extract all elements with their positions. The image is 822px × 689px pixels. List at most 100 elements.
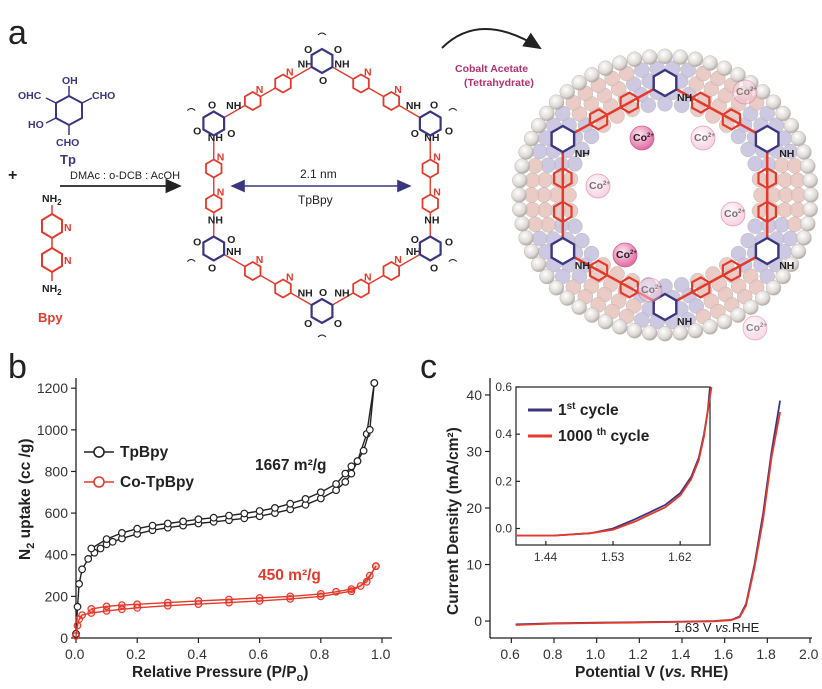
pore-wall-atom xyxy=(548,280,565,296)
y-tick-label: 10 xyxy=(466,557,482,573)
isotherm-point-tpbpy xyxy=(301,495,310,503)
isotherm-point-tpbpy xyxy=(286,499,295,508)
pore-wall-atom xyxy=(626,51,643,68)
legend-marker-tpbpy xyxy=(93,446,105,458)
pyridine-n-label: N xyxy=(433,152,441,164)
pore-bipyridine-ring xyxy=(552,166,573,190)
y-tick-label: 600 xyxy=(45,505,69,521)
carbonyl-o-label: O xyxy=(445,237,453,249)
pore-wall-atom xyxy=(657,48,673,65)
amine-nh-label: NH xyxy=(334,59,349,71)
pore-wall-atom xyxy=(657,325,673,342)
bpy-ring-top xyxy=(41,212,63,240)
extension-bond xyxy=(317,334,327,338)
cobalt-ion xyxy=(742,315,768,341)
bpy-n-2: N xyxy=(64,255,72,267)
pore-wall-atom xyxy=(548,94,565,110)
pore-wall-atom xyxy=(747,218,763,234)
pore-wall-atom xyxy=(687,322,704,339)
amine-nh-label: NH xyxy=(298,287,313,299)
pyridine-n-label: N xyxy=(364,67,372,79)
x-tick-label: 1.8 xyxy=(756,646,776,662)
pore-bipyridine-ring xyxy=(619,91,640,114)
pore-wall-atom xyxy=(518,144,534,160)
triformyl-node xyxy=(310,297,334,325)
extension-bond xyxy=(317,32,327,36)
pore-wall-atom xyxy=(641,49,658,65)
triformyl-node xyxy=(418,235,442,262)
panel-c-label: c xyxy=(420,348,437,386)
isotherm-point-co-tpbpy xyxy=(87,605,96,613)
inset-ticks: 1.44 1.53 1.62 0.0 0.2 0.4 0.6 xyxy=(495,380,692,564)
carbonyl-o-label: O xyxy=(193,237,201,249)
carbonyl-o-label: O xyxy=(430,262,438,274)
pore-wall-atom xyxy=(743,299,759,315)
onset-annotation: 1.63 V vs.RHE xyxy=(674,620,760,635)
y-tick-label: 1200 xyxy=(37,380,68,396)
y-tick-label: 200 xyxy=(45,588,69,604)
isotherm-point-tpbpy xyxy=(370,379,379,387)
isotherm-line-tpbpy-desorption xyxy=(90,382,375,550)
pyridine-n-label: N xyxy=(256,254,264,266)
isotherm-point-tpbpy xyxy=(78,565,86,574)
isotherm-point-co-tpbpy xyxy=(332,587,341,596)
pore-wall-atom xyxy=(790,243,807,260)
pore-node xyxy=(754,124,780,154)
pore-wall-atom xyxy=(796,144,812,160)
pore-nh-label: NH xyxy=(677,316,692,328)
pore-wall-atom xyxy=(765,280,782,296)
amine-nh-label: NH xyxy=(424,214,439,226)
isotherm-xlabel: Relative Pressure (P/Po) xyxy=(132,664,308,684)
carbonyl-o-label: O xyxy=(304,44,312,56)
pore-nh-label: NH xyxy=(779,148,794,160)
carbonyl-o-label: O xyxy=(445,125,453,137)
isotherm-series xyxy=(72,379,380,640)
pore-wall-atom xyxy=(640,97,657,113)
pore-bipyridine-ring xyxy=(721,108,742,131)
pore-wall-atom xyxy=(539,105,555,122)
amine-nh-label: NH xyxy=(406,246,421,258)
pore-bipyridine-ring xyxy=(552,200,573,224)
y-tick-label: 0 xyxy=(474,613,482,629)
pore-wall-atom xyxy=(567,218,583,234)
bpy-ring-bottom xyxy=(41,246,63,274)
pore-nh-label: NH xyxy=(575,260,590,272)
pyridine-n-label: N xyxy=(433,187,441,199)
cobalt-ion xyxy=(585,173,611,199)
bipyridine-ring xyxy=(352,73,370,94)
pore-wall-atom xyxy=(559,84,576,100)
isotherm-ylabel: N2 uptake (cc /g) xyxy=(17,438,37,560)
cobalt-ion xyxy=(629,125,655,151)
isotherm-ticks: 0.0 0.2 0.4 0.6 0.8 1.0 0 200 400 600 800 1000 1200 xyxy=(37,380,391,662)
framework-name: TpBpy xyxy=(298,193,333,207)
inset-y-tick-label: 0.0 xyxy=(495,521,512,535)
x-tick-label: 0.0 xyxy=(65,646,85,662)
y-tick-label: 800 xyxy=(45,463,69,479)
isotherm-point-tpbpy xyxy=(194,515,203,524)
pore-wall-atom xyxy=(673,97,690,113)
tp-ho: HO xyxy=(28,119,44,131)
pore-wall-atom xyxy=(571,75,587,91)
bpy-n-1: N xyxy=(64,222,72,234)
extension-bond xyxy=(448,259,458,262)
reagent-line-2: (Tetrahydrate) xyxy=(464,77,534,89)
isotherm-point-tpbpy xyxy=(332,480,341,488)
pore-wall-atom xyxy=(597,313,614,330)
pore-wall-atom xyxy=(800,158,816,174)
pore-node xyxy=(754,236,780,266)
pore-wall-atom xyxy=(540,157,556,173)
x-tick-label: 0.6 xyxy=(500,646,520,662)
tp-monomer: OH OHC CHO HO CHO Tp xyxy=(18,75,115,167)
pore-wall-atom xyxy=(802,172,818,189)
x-tick-label: 1.6 xyxy=(714,646,734,662)
isotherm-point-tpbpy xyxy=(365,425,374,434)
bpy-monomer: NH2 N N NH2 Bpy xyxy=(38,193,72,325)
carbonyl-o-label: O xyxy=(193,125,201,137)
amine-nh-label: NH xyxy=(334,287,349,299)
bipyridine-ring xyxy=(352,278,370,299)
pore-bipyridine-ring xyxy=(757,166,778,190)
pore-wall-atom xyxy=(523,130,540,147)
pore-bipyridine-ring xyxy=(690,276,711,299)
isotherm-point-co-tpbpy xyxy=(286,592,295,601)
carbonyl-o-label: O xyxy=(227,128,235,140)
